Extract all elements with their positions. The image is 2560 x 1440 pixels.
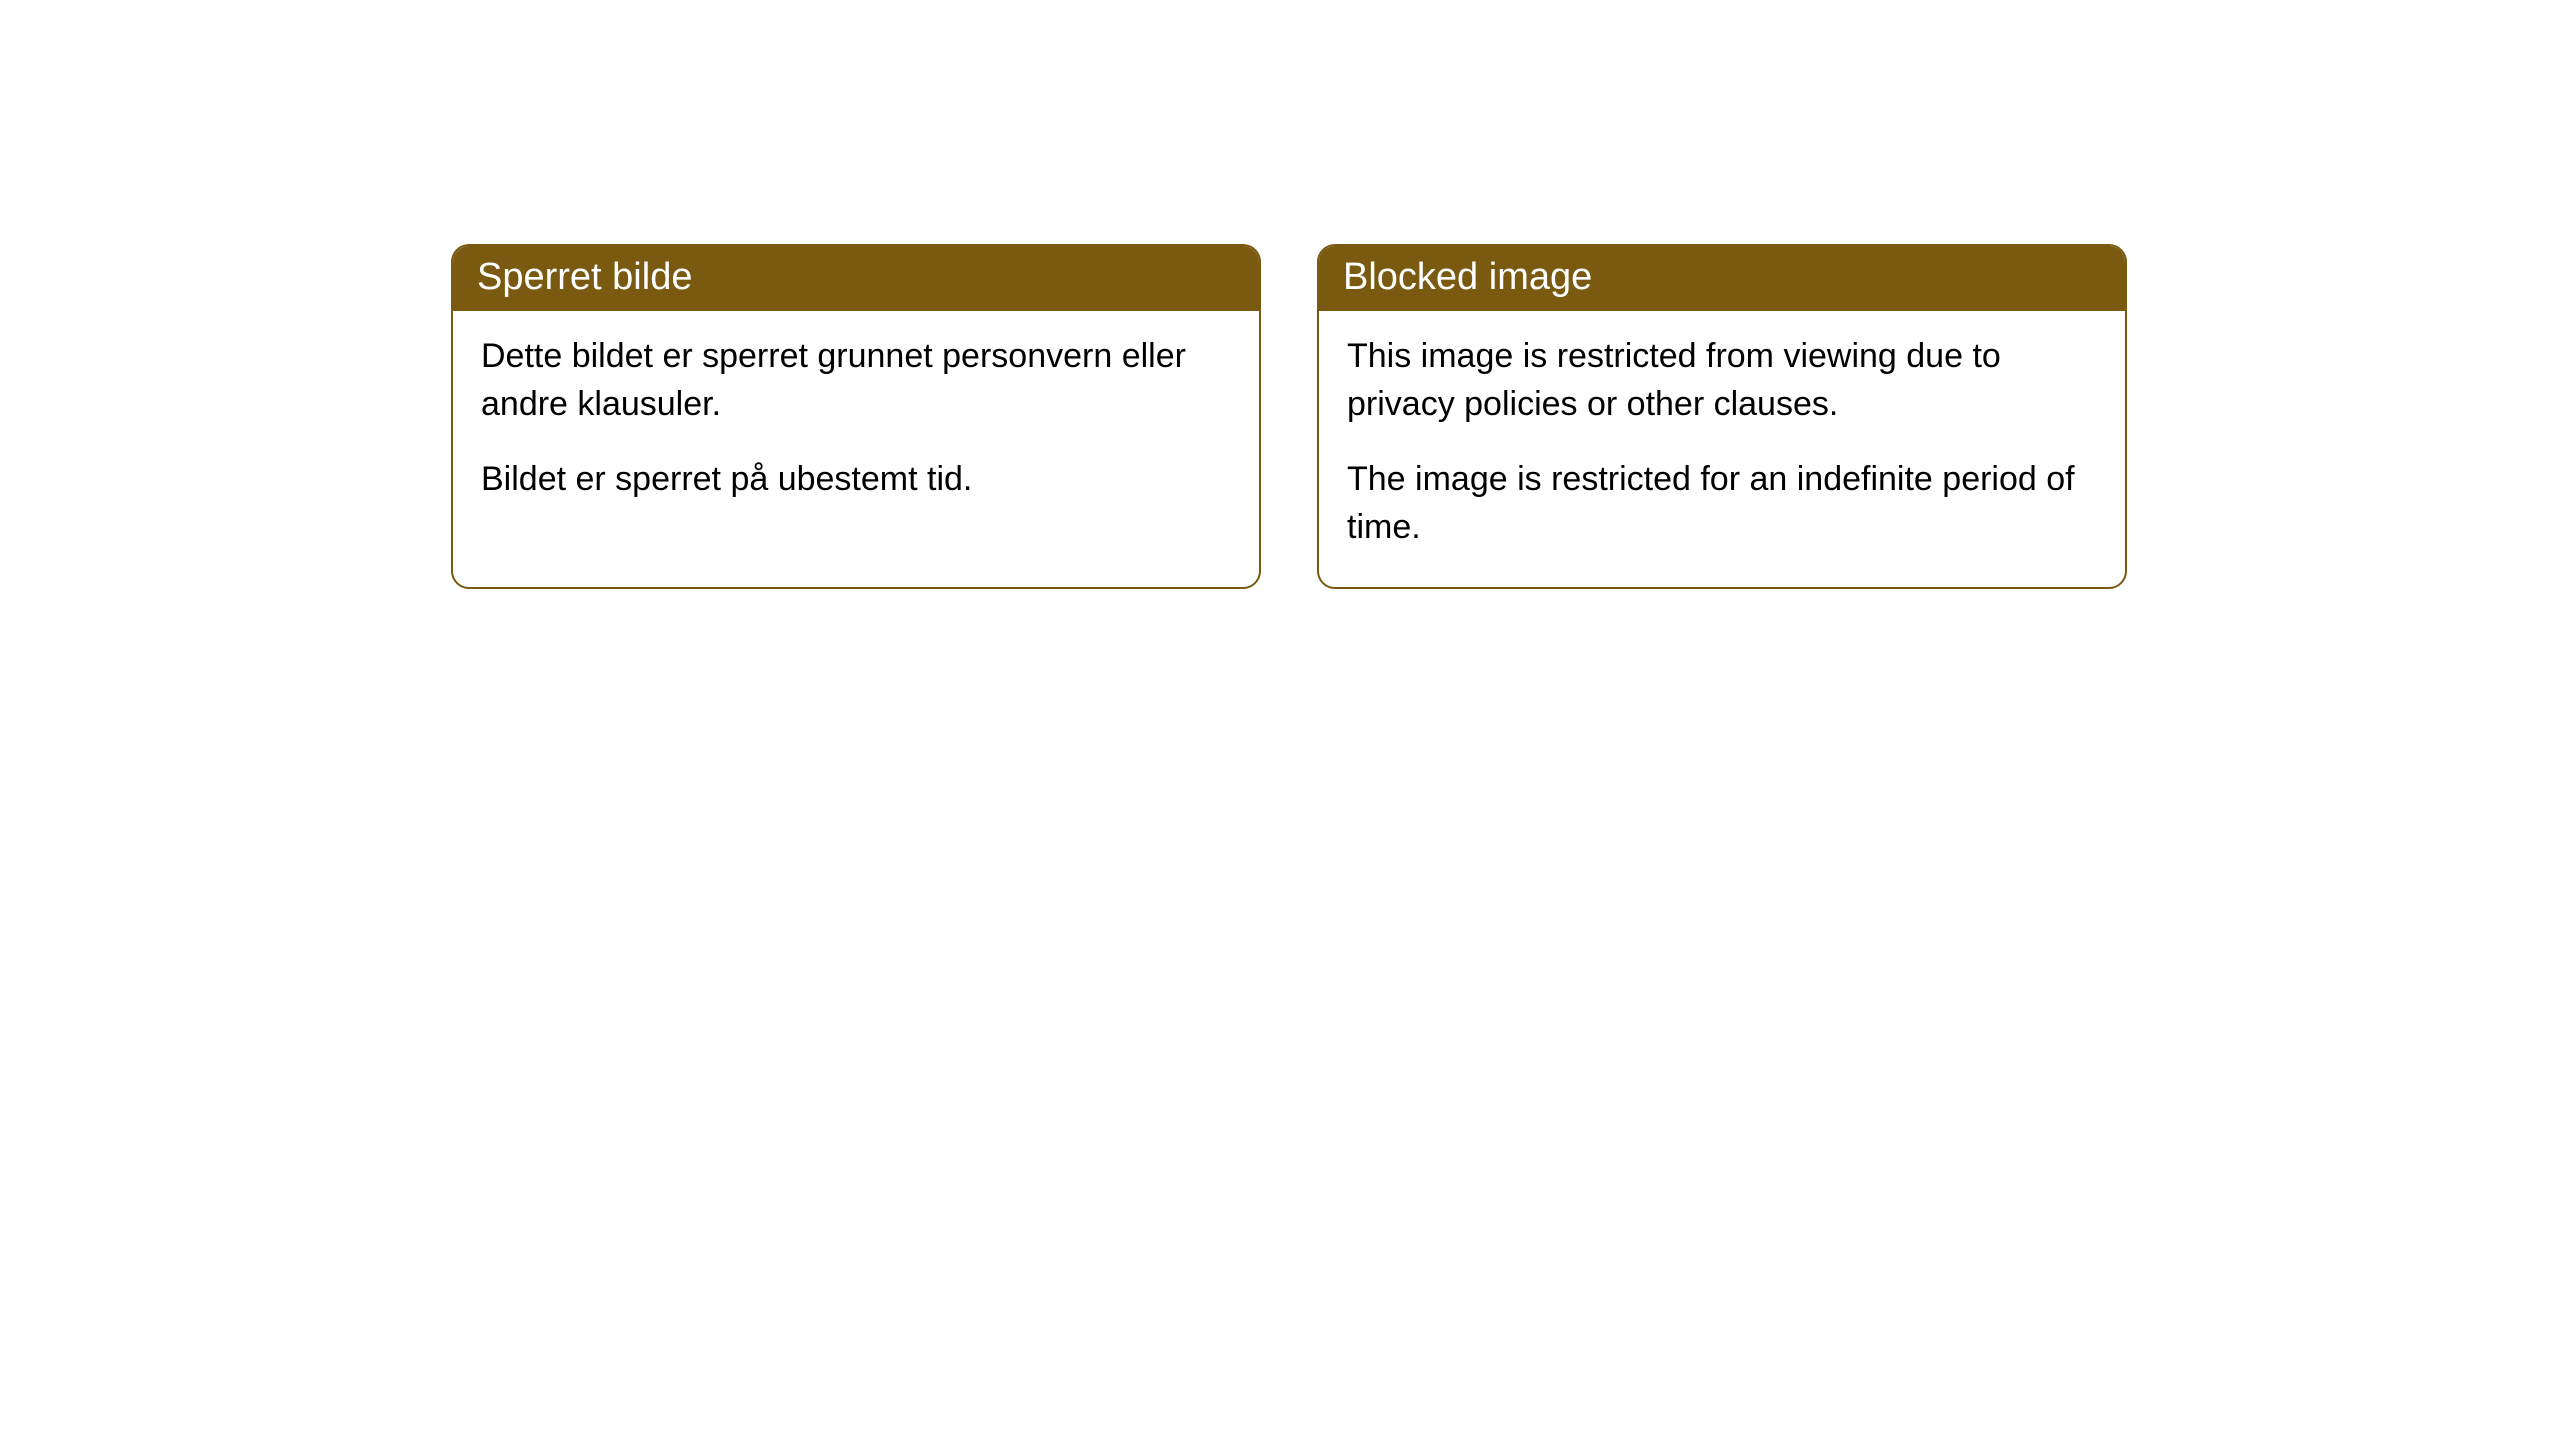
- card-title: Blocked image: [1319, 246, 2125, 311]
- notice-card-norwegian: Sperret bilde Dette bildet er sperret gr…: [451, 244, 1261, 589]
- card-text-line: The image is restricted for an indefinit…: [1347, 456, 2097, 551]
- card-text-line: Dette bildet er sperret grunnet personve…: [481, 333, 1231, 428]
- card-text-line: This image is restricted from viewing du…: [1347, 333, 2097, 428]
- card-body: Dette bildet er sperret grunnet personve…: [453, 311, 1259, 540]
- card-title: Sperret bilde: [453, 246, 1259, 311]
- card-container: Sperret bilde Dette bildet er sperret gr…: [0, 0, 2560, 589]
- card-text-line: Bildet er sperret på ubestemt tid.: [481, 456, 1231, 504]
- notice-card-english: Blocked image This image is restricted f…: [1317, 244, 2127, 589]
- card-body: This image is restricted from viewing du…: [1319, 311, 2125, 587]
